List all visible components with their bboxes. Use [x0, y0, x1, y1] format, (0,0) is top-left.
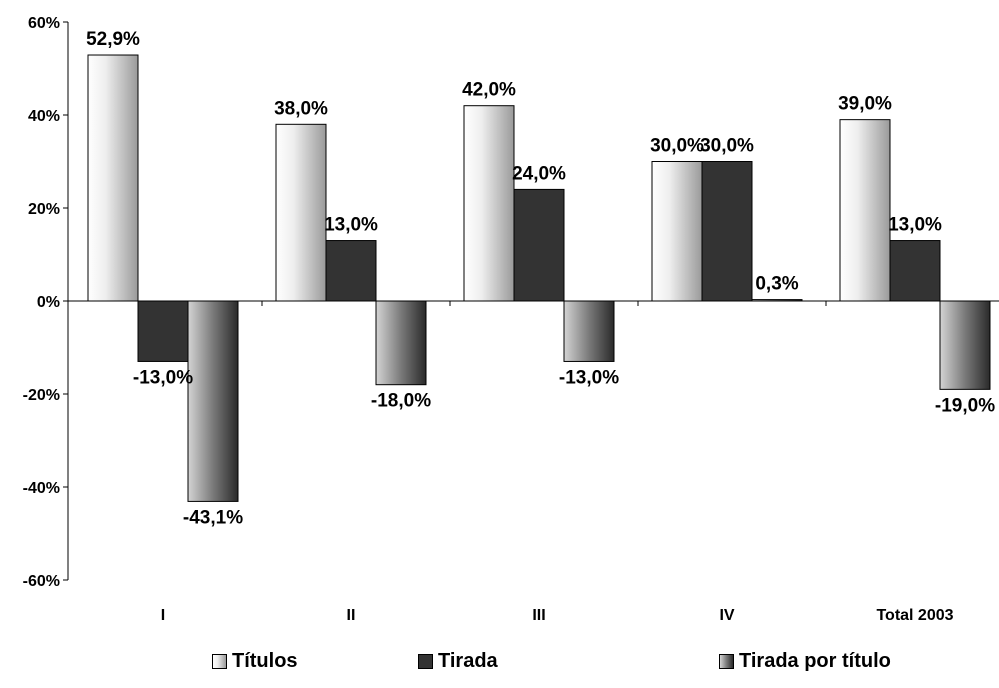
y-tick-label: -20% [23, 387, 60, 404]
bar-titulos [463, 105, 515, 302]
data-label-titulos: 38,0% [274, 98, 328, 119]
data-labels-layer: 52,9% 38,0% 42,0% 30,0% 39,0% -13,0% 13,0% 24,0… [86, 29, 995, 528]
legend-swatch-tirada [418, 654, 433, 669]
bar-tirada-por-titulo [563, 300, 615, 362]
bar-tirada-por-titulo [187, 300, 239, 502]
data-label-tirada-por-titulo: 0,3% [755, 274, 798, 295]
data-label-tirada: 24,0% [512, 163, 566, 184]
data-label-tirada: 13,0% [324, 215, 378, 236]
data-label-titulos: 39,0% [838, 94, 892, 115]
y-tick-label: 40% [28, 108, 60, 125]
data-label-tirada-por-titulo: -43,1% [183, 507, 243, 528]
legend-label-tirada: Tirada [438, 650, 498, 672]
bar-tirada [701, 161, 753, 302]
bars-layer [87, 54, 991, 502]
y-tick-label: 0% [37, 294, 60, 311]
data-label-titulos: 30,0% [650, 136, 704, 157]
legend-label-tirada-por-titulo: Tirada por título [739, 650, 891, 672]
bar-tirada [889, 240, 941, 302]
bar-titulos [651, 161, 703, 302]
data-label-tirada-por-titulo: -18,0% [371, 391, 431, 412]
legend-item-tirada-por-titulo: Tirada por título [719, 650, 891, 673]
legend-item-titulos: Títulos [212, 650, 298, 673]
bar-titulos [87, 54, 139, 302]
x-tick-label: IV [719, 607, 734, 624]
x-tick-label: I [161, 607, 165, 624]
bar-titulos [275, 123, 327, 302]
bar-tirada-por-titulo [375, 300, 427, 386]
y-tick-label: -60% [23, 573, 60, 590]
bar-tirada [513, 188, 565, 302]
legend-item-tirada: Tirada [418, 650, 498, 673]
bar-tirada [325, 240, 377, 302]
data-label-tirada: 13,0% [888, 215, 942, 236]
y-tick-label: 60% [28, 15, 60, 32]
y-tick-label: 20% [28, 201, 60, 218]
bar-tirada-por-titulo [751, 299, 803, 302]
data-label-tirada-por-titulo: -13,0% [559, 367, 619, 388]
bar-chart: 60%40%20%0%-20%-40%-60%I II III IV Total 200… [23, 15, 999, 624]
data-label-tirada-por-titulo: -19,0% [935, 395, 995, 416]
bar-tirada [137, 300, 189, 362]
data-label-titulos: 52,9% [86, 29, 140, 50]
x-tick-label: Total 2003 [876, 607, 953, 624]
y-tick-label: -40% [23, 480, 60, 497]
x-tick-label: III [532, 607, 545, 624]
data-label-tirada: 30,0% [700, 136, 754, 157]
bar-titulos [839, 119, 891, 302]
legend-label-titulos: Títulos [232, 650, 298, 672]
bar-tirada-por-titulo [939, 300, 991, 390]
data-label-tirada: -13,0% [133, 367, 193, 388]
data-label-titulos: 42,0% [462, 80, 516, 101]
legend-swatch-tirada-por-titulo [719, 654, 734, 669]
legend-swatch-titulos [212, 654, 227, 669]
x-tick-label: II [347, 607, 356, 624]
legend: Títulos Tirada Tirada por título [0, 650, 999, 684]
